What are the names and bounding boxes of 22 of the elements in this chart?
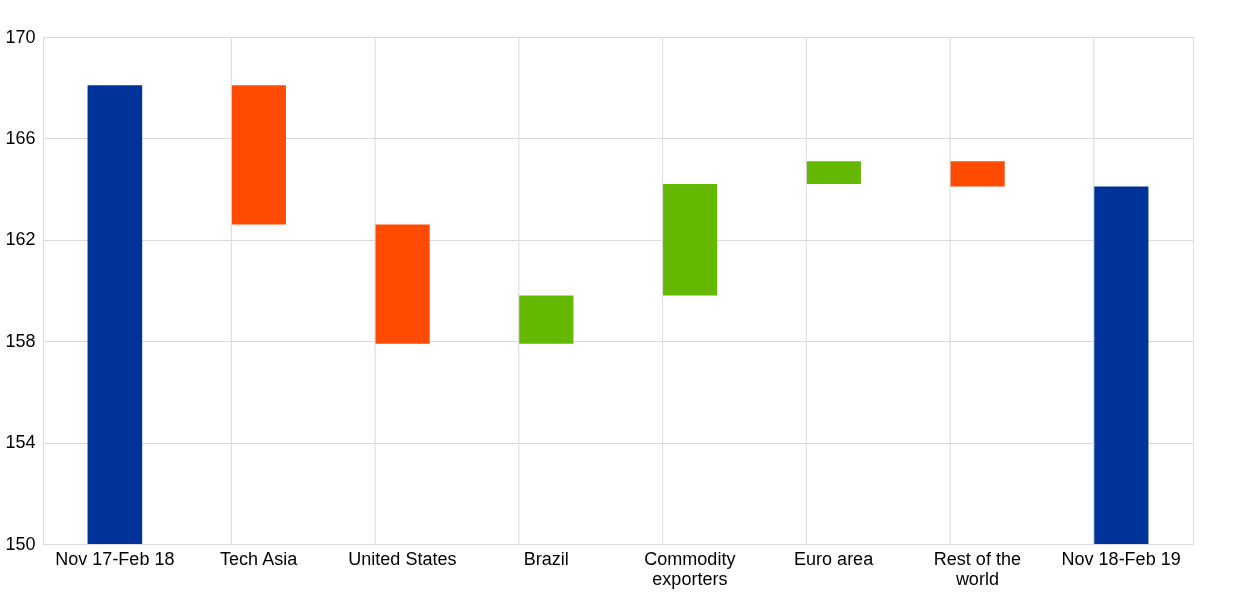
y-tick-label: 166 [5,127,36,148]
bar [950,161,1005,187]
bar [1093,186,1149,544]
bar [662,184,718,296]
x-tick-label: Rest of the world [933,548,1021,589]
bar [375,224,430,344]
y-tick-label: 170 [5,26,36,47]
y-tick-label: 162 [5,229,36,250]
y-tick-label: 158 [5,330,36,351]
bar [806,161,861,185]
x-tick-label: Tech Asia [220,548,299,569]
x-tick-label: Brazil [523,548,569,569]
bar [87,85,143,544]
x-tick-label: Nov 18-Feb 19 [1061,548,1181,569]
bar [231,85,286,225]
bar [518,295,574,344]
y-tick-label: 150 [5,533,36,554]
x-tick-label: United States [348,548,457,569]
x-tick-label: Commodity exporters [644,548,736,589]
x-tick-label: Euro area [794,548,875,569]
x-tick-label: Nov 17-Feb 18 [55,548,175,569]
y-tick-label: 154 [5,432,36,453]
